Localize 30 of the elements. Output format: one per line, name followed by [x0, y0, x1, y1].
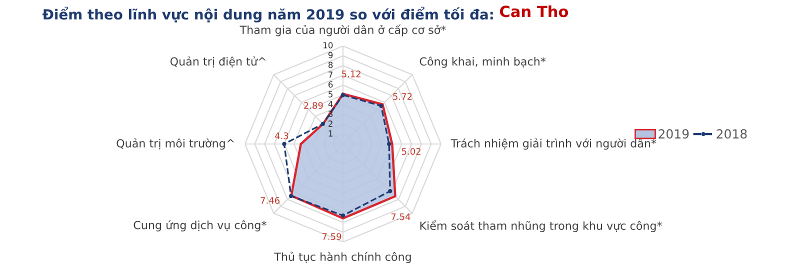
y-tick-label: 4 [328, 101, 333, 108]
data-label: 5.72 [393, 93, 412, 100]
data-label: 5.02 [402, 148, 420, 155]
y-tick-label: 3 [328, 110, 333, 118]
legend-label: 2019 [658, 129, 689, 139]
data-label: 2.89 [304, 102, 323, 109]
data-label: 7.46 [260, 197, 280, 204]
data-label: 7.54 [391, 213, 410, 220]
chart-subtitle: Can Tho [500, 5, 568, 18]
y-tick-label: 7 [328, 72, 332, 78]
y-tick-label: 8 [328, 62, 333, 68]
y-tick-label: 1 [328, 130, 332, 136]
y-tick-label: 2 [328, 120, 332, 127]
spoke-label: Quản trị môi trường^ [116, 138, 234, 150]
data-label: 7.59 [322, 233, 342, 240]
spoke-label: Kiểm soát tham nhũng trong khu vực công* [420, 220, 662, 232]
spoke-label: Cung ứng dịch vụ công* [134, 220, 266, 232]
legend-label: 2018 [716, 129, 747, 139]
spoke-label: Thủ tục hành chính công [274, 252, 411, 264]
y-tick-label: 10 [324, 42, 333, 48]
data-label: 5.12 [342, 70, 360, 78]
y-tick-label: 6 [328, 81, 333, 88]
data-label: 4.3 [274, 132, 288, 140]
spoke-label: Tham gia của người dân ở cấp cơ sở* [240, 24, 446, 36]
spoke-label: Quản trị điện tử^ [170, 56, 266, 68]
spoke-label: Công khai, minh bạch* [420, 56, 546, 68]
chart-title: Điểm theo lĩnh vực nội dung năm 2019 so với điểm tối đa: [42, 6, 493, 22]
y-tick-label: 5 [328, 91, 332, 98]
spoke-label: Trách nhiệm giải trình với người dân* [450, 138, 656, 150]
y-tick-label: 9 [328, 52, 333, 58]
